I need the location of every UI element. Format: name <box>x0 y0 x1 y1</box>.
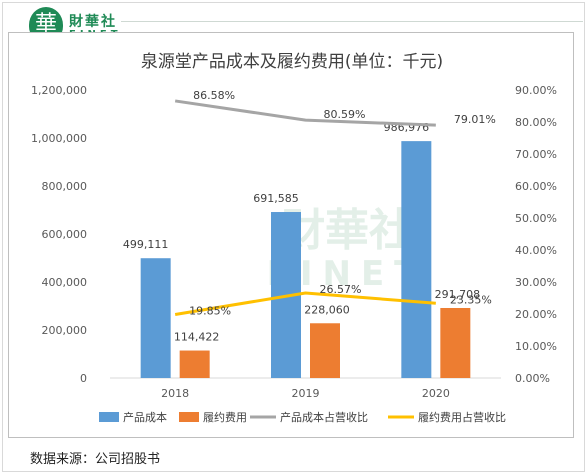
header-divider <box>121 21 583 22</box>
left-axis-tick-label: 0 <box>80 372 87 385</box>
line-data-label: 23.35% <box>450 293 492 306</box>
right-axis-tick-label: 90.00% <box>515 84 557 97</box>
right-axis-tick-label: 30.00% <box>515 276 557 289</box>
right-axis-tick-label: 0.00% <box>515 372 550 385</box>
legend-swatch <box>179 412 199 422</box>
line-product-cost-ratio <box>174 99 436 127</box>
left-axis-tick-label: 1,200,000 <box>31 84 87 97</box>
chart-title: 泉源堂产品成本及履约费用(单位：千元) <box>140 52 444 72</box>
bar-data-label: 114,422 <box>174 331 220 344</box>
bar-data-label: 499,111 <box>123 238 169 251</box>
right-axis-tick-label: 50.00% <box>515 212 557 225</box>
legend-swatch <box>99 412 119 422</box>
bar-product-cost <box>140 258 171 378</box>
line-data-label: 86.58% <box>193 89 235 102</box>
legend-label: 产品成本 <box>123 410 167 424</box>
left-axis-tick-label: 800,000 <box>42 180 88 193</box>
bar-fulfillment-cost <box>440 307 471 378</box>
data-source-note: 数据来源：公司招股书 <box>30 452 161 467</box>
right-axis-tick-label: 70.00% <box>515 148 557 161</box>
right-axis-tick-label: 40.00% <box>515 244 557 257</box>
left-axis-tick-label: 200,000 <box>42 324 88 337</box>
x-axis-tick-label: 2018 <box>161 387 189 400</box>
legend-label: 产品成本占营收比 <box>280 410 368 424</box>
legend-label: 履约费用 <box>203 411 247 424</box>
bar-fulfillment-cost <box>179 350 210 378</box>
x-axis-tick-label: 2019 <box>292 387 320 400</box>
watermark-cn: 財華社 <box>281 205 413 256</box>
legend-label: 履约费用占营收比 <box>418 410 506 424</box>
bar-data-label: 291,708 <box>435 288 481 301</box>
bar-fulfillment-cost <box>310 323 340 378</box>
bar-data-label: 228,060 <box>304 303 350 316</box>
right-axis-tick-label: 20.00% <box>515 308 557 321</box>
bar-data-label: 691,585 <box>253 192 299 205</box>
line-data-label: 19.85% <box>189 304 231 317</box>
line-data-label: 79.01% <box>454 113 496 126</box>
right-axis-tick-label: 10.00% <box>515 340 557 353</box>
chart-canvas: 財華社FINET0200,000400,000600,000800,0001,0… <box>31 84 557 424</box>
brand-name-cn: 財華社 <box>69 14 117 30</box>
right-axis-tick-label: 60.00% <box>515 180 557 193</box>
left-axis-tick-label: 1,000,000 <box>31 132 87 145</box>
x-axis-tick-label: 2020 <box>422 387 450 400</box>
line-fulfillment-cost-ratio <box>174 291 436 316</box>
line-data-label: 80.59% <box>324 108 366 121</box>
left-axis-tick-label: 400,000 <box>42 276 88 289</box>
left-axis-tick-label: 600,000 <box>42 228 88 241</box>
line-data-label: 26.57% <box>320 283 362 296</box>
right-axis-tick-label: 80.00% <box>515 116 557 129</box>
chart-container: 泉源堂产品成本及履约费用(单位：千元) 財華社 FINET 0 200,000 400,… <box>8 32 574 438</box>
bar-product-cost <box>401 141 432 378</box>
